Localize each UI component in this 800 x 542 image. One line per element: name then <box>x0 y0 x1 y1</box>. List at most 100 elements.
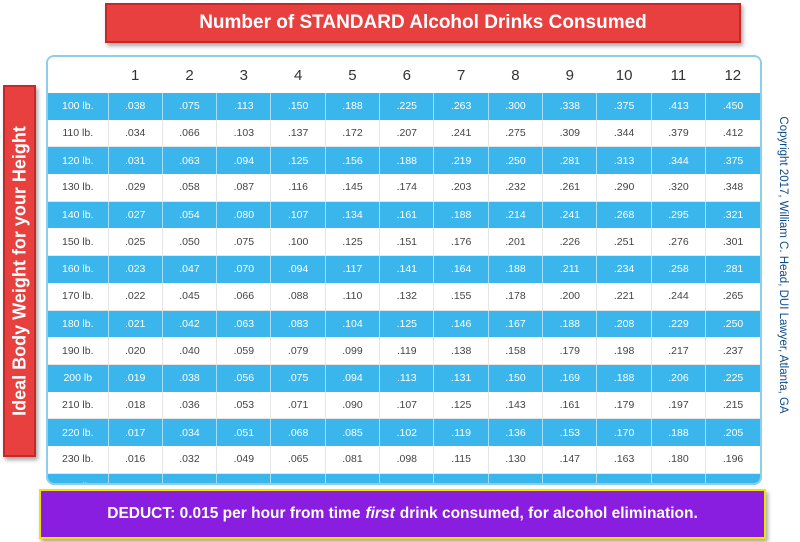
bac-value-cell: .300 <box>487 93 543 120</box>
bac-value-cell: .275 <box>487 119 543 148</box>
drink-count-header: 7 <box>433 57 489 93</box>
weight-cell: 180 lb. <box>48 310 108 338</box>
bac-value-cell: .258 <box>650 255 706 283</box>
table-row: 120 lb. .031.063.094.125.156.188.219.250.… <box>48 146 760 175</box>
bac-value-cell: .023 <box>107 255 163 283</box>
weight-cell: 130 lb. <box>48 174 108 202</box>
drink-count-header: 1 <box>108 57 163 93</box>
bac-value-cell: .034 <box>107 119 163 148</box>
bac-value-cell: .134 <box>324 201 380 229</box>
table-title-banner: Number of STANDARD Alcohol Drinks Consum… <box>105 3 741 43</box>
bac-value-cell: .113 <box>216 93 271 120</box>
bac-value-cell: .234 <box>596 255 652 283</box>
bac-value-cell: .214 <box>487 201 543 229</box>
bac-value-cell: .155 <box>433 282 489 311</box>
bac-value-cell: .188 <box>487 255 543 283</box>
bac-value-cell: .125 <box>433 391 489 420</box>
corner-cell <box>48 57 108 93</box>
bac-value-cell: .109 <box>433 473 489 483</box>
bac-value-cell: .413 <box>650 93 706 120</box>
bac-value-cell: .215 <box>705 391 760 420</box>
bac-value-cell: .088 <box>270 282 326 311</box>
bac-value-cell: .063 <box>270 473 326 483</box>
bac-value-cell: .265 <box>705 282 760 311</box>
bac-value-cell: .188 <box>433 201 489 229</box>
drink-count-header: 5 <box>325 57 380 93</box>
bac-value-cell: .103 <box>216 119 271 148</box>
bac-value-cell: .056 <box>216 364 271 392</box>
drink-count-header: 11 <box>651 57 706 93</box>
bac-value-cell: .150 <box>487 364 543 392</box>
bac-value-cell: .038 <box>107 93 163 120</box>
weight-cell: 210 lb. <box>48 391 108 420</box>
bac-value-cell: .203 <box>433 174 489 202</box>
bac-value-cell: .019 <box>107 364 163 392</box>
bac-value-cell: .036 <box>161 391 217 420</box>
weight-cell: 190 lb. <box>48 337 108 365</box>
table-row: 140 lb. .027.054.080.107.134.161.188.214.… <box>48 201 760 229</box>
bac-value-cell: .125 <box>324 228 380 257</box>
bac-value-cell: .107 <box>270 201 326 229</box>
bac-table: 1 2 3 4 5 6 7 8 9 10 11 12 100 lb. .038.0… <box>48 57 760 483</box>
table-row: 110 lb. .034.066.103.137.172.207.241.275.… <box>48 119 760 148</box>
weight-cell: 170 lb. <box>48 282 108 311</box>
bac-value-cell: .031 <box>107 146 163 175</box>
bac-value-cell: .016 <box>107 445 163 474</box>
deduction-note-emphasis: first <box>365 505 395 522</box>
bac-value-cell: .027 <box>107 201 163 229</box>
drink-count-header: 9 <box>542 57 597 93</box>
bac-value-cell: .225 <box>379 93 434 120</box>
bac-value-cell: .125 <box>270 146 326 175</box>
bac-value-cell: .079 <box>270 337 326 365</box>
bac-value-cell: .207 <box>379 119 434 148</box>
weight-cell: 230 lb. <box>48 445 108 474</box>
deduction-note-banner: DEDUCT: 0.015 per hour from time first d… <box>39 489 766 539</box>
bac-value-cell: .038 <box>161 364 217 392</box>
bac-value-cell: .172 <box>324 119 380 148</box>
bac-value-cell: .125 <box>487 473 543 483</box>
bac-value-cell: .156 <box>324 146 380 175</box>
bac-value-cell: .099 <box>324 337 380 365</box>
bac-value-cell: .132 <box>379 282 434 311</box>
bac-value-cell: .049 <box>216 445 271 474</box>
bac-value-cell: .137 <box>270 119 326 148</box>
bac-value-cell: .078 <box>324 473 380 483</box>
bac-value-cell: .188 <box>379 146 434 175</box>
body-weight-label-banner: Ideal Body Weight for your Height <box>3 85 36 457</box>
bac-value-cell: .151 <box>379 228 434 257</box>
weight-cell: 200 lb <box>48 364 108 392</box>
bac-value-cell: .179 <box>596 391 652 420</box>
bac-value-cell: .250 <box>705 310 760 338</box>
bac-value-cell: .081 <box>324 445 380 474</box>
bac-value-cell: .290 <box>596 174 652 202</box>
bac-value-cell: .217 <box>650 337 706 365</box>
bac-value-cell: .075 <box>270 364 326 392</box>
weight-cell: 160 lb. <box>48 255 108 283</box>
bac-value-cell: .034 <box>161 418 217 446</box>
drink-count-header: 6 <box>379 57 434 93</box>
table-row: 200 lb .019.038.056.075.094.113.131.150.1… <box>48 364 760 392</box>
bac-value-cell: .117 <box>324 255 380 283</box>
bac-value-cell: .320 <box>650 174 706 202</box>
bac-value-cell: .094 <box>324 364 380 392</box>
bac-value-cell: .313 <box>596 146 652 175</box>
bac-value-cell: .080 <box>216 201 271 229</box>
bac-value-cell: .100 <box>270 228 326 257</box>
drink-count-header: 3 <box>216 57 271 93</box>
bac-value-cell: .241 <box>433 119 489 148</box>
bac-value-cell: .075 <box>216 228 271 257</box>
copyright-text: Copyright 2017, William C. Head, DUI Law… <box>777 116 789 414</box>
bac-value-cell: .094 <box>270 255 326 283</box>
table-row: 130 lb. .029.058.087.116.145.174.203.232.… <box>48 174 760 202</box>
bac-value-cell: .251 <box>596 228 652 257</box>
bac-value-cell: .094 <box>379 473 434 483</box>
bac-value-cell: .170 <box>596 418 652 446</box>
drink-count-header-row: 1 2 3 4 5 6 7 8 9 10 11 12 <box>48 57 760 93</box>
bac-value-cell: .261 <box>542 174 597 202</box>
bac-value-cell: .045 <box>161 282 217 311</box>
bac-value-cell: .029 <box>107 174 163 202</box>
bac-value-cell: .198 <box>596 337 652 365</box>
bac-table-body: 100 lb. .038.075.113.150.188.225.263.300.… <box>48 93 760 483</box>
table-row: 150 lb. .025.050.075.100.125.151.176.201.… <box>48 228 760 257</box>
table-row: 190 lb. .020.040.059.079.099.119.138.158.… <box>48 337 760 365</box>
